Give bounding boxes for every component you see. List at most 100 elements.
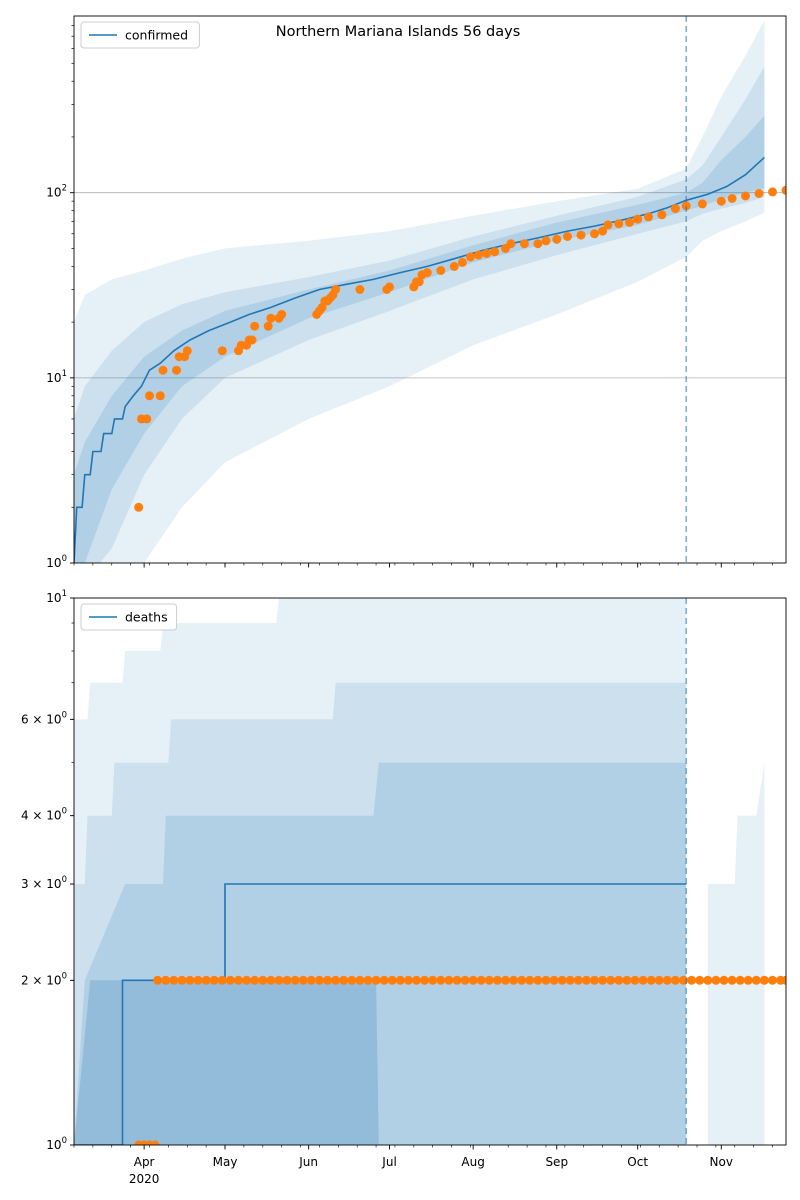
deaths-band-3 <box>74 980 379 1145</box>
deaths-observed-point-37 <box>420 975 430 985</box>
x-tick-label-nov: Nov <box>710 1155 733 1169</box>
deaths-observed-point-52 <box>541 975 551 985</box>
x-tick-label-jul: Jul <box>381 1155 396 1169</box>
deaths-observed-point-57 <box>581 975 591 985</box>
deaths-observed-point-68 <box>670 975 680 985</box>
x-tick-label-oct: Oct <box>627 1155 648 1169</box>
confirmed-observed-point-6 <box>172 365 181 375</box>
x-tick-label-apr: Apr <box>134 1155 155 1169</box>
deaths-observed-point-50 <box>525 975 535 985</box>
deaths-observed-point-55 <box>565 975 575 985</box>
confirmed-observed-point-64 <box>727 194 737 203</box>
deaths-observed-point-49 <box>517 975 527 985</box>
deaths-observed-point-72 <box>703 975 713 985</box>
deaths-observed-point-14 <box>234 975 243 985</box>
confirmed-observed-point-53 <box>598 226 608 236</box>
deaths-y-tick-label-0: 100 <box>46 1136 67 1152</box>
deaths-observed-point-24 <box>314 975 324 985</box>
deaths-axes-frame <box>73 597 787 1146</box>
deaths-y-tick-label-1: 2 × 100 <box>21 971 67 987</box>
confirmed-observed-point-10 <box>217 346 227 356</box>
deaths-observed-point-59 <box>598 975 608 985</box>
confirmed-observed-point-2 <box>142 414 152 424</box>
deaths-observed-point-67 <box>662 975 672 985</box>
deaths-band-4 <box>707 762 765 1145</box>
confirmed-observed-point-68 <box>781 185 786 195</box>
deaths-observed-point-23 <box>306 975 316 985</box>
confirmed-observed-point-49 <box>552 234 562 244</box>
x-tick-label-jun: Jun <box>298 1155 318 1169</box>
deaths-panel: 100 2 × 100 3 × 100 4 × 100 6 × 100 101 Apr 202… <box>21 589 787 1186</box>
confirmed-observed-point-37 <box>436 266 446 275</box>
confirmed-band-0 <box>74 20 765 563</box>
confirmed-observed-point-54 <box>603 220 613 230</box>
deaths-observed-point-31 <box>371 975 381 985</box>
confirmed-legend-box <box>80 21 200 49</box>
confirmed-observed-point-28 <box>331 285 341 294</box>
deaths-observed-point-60 <box>606 975 616 985</box>
deaths-observed-point-16 <box>250 975 260 985</box>
confirmed-observed-point-48 <box>541 236 551 246</box>
confirmed-observed-point-9 <box>182 346 192 356</box>
confirmed-y-tick-label-1: 101 <box>46 369 67 385</box>
deaths-observed-point-63 <box>630 975 640 985</box>
confirmed-y-tick-label-0: 100 <box>46 554 67 570</box>
deaths-observed-point-20 <box>282 975 292 985</box>
confirmed-observed-point-17 <box>263 321 273 331</box>
deaths-observed-point-15 <box>242 975 252 985</box>
deaths-observed-point-6 <box>169 975 179 985</box>
deaths-observed-point-47 <box>501 975 510 985</box>
deaths-observed-point-62 <box>622 975 632 985</box>
chart-title: Northern Mariana Islands 56 days <box>276 24 521 40</box>
deaths-observed-point-32 <box>379 975 389 985</box>
confirmed-observed-point-47 <box>533 239 543 249</box>
confirmed-observed-point-36 <box>422 268 432 278</box>
confirmed-observed-point-65 <box>741 191 750 201</box>
deaths-observed-point-77 <box>743 975 753 985</box>
deaths-observed-point-25 <box>323 975 332 985</box>
deaths-observed-point-78 <box>751 975 761 985</box>
confirmed-legend-label: confirmed <box>125 28 188 43</box>
deaths-observed-point-39 <box>436 975 446 985</box>
deaths-observed-point-54 <box>557 975 567 985</box>
deaths-observed-point-66 <box>654 975 664 985</box>
deaths-observed-point-46 <box>492 975 502 985</box>
confirmed-observed-point-66 <box>754 189 764 198</box>
deaths-observed-point-18 <box>266 975 276 985</box>
deaths-observed-point-41 <box>452 975 462 985</box>
deaths-band-2 <box>74 762 687 1145</box>
deaths-observed-point-51 <box>533 975 543 985</box>
confirmed-band-2 <box>74 115 765 563</box>
confirmed-observed-point-50 <box>563 232 572 241</box>
x-tick-label-aug: Aug <box>461 1155 484 1169</box>
deaths-observed-point-45 <box>484 975 494 985</box>
deaths-observed-point-74 <box>719 975 729 985</box>
deaths-observed-point-76 <box>735 975 745 985</box>
deaths-observed-point-34 <box>395 975 405 985</box>
deaths-band-1 <box>74 682 687 1145</box>
deaths-observed-point-61 <box>614 975 624 985</box>
confirmed-observed-point-20 <box>277 309 287 319</box>
deaths-observed-point-42 <box>460 975 470 985</box>
deaths-observed-point-19 <box>274 975 284 985</box>
deaths-observed-point-40 <box>444 975 454 985</box>
confirmed-observed-point-51 <box>576 230 586 240</box>
confirmed-observed-point-60 <box>670 204 680 214</box>
confirmed-observed-point-56 <box>625 218 635 227</box>
deaths-observed-point-44 <box>476 975 486 985</box>
x-tick-label-sep: Sep <box>545 1155 568 1169</box>
deaths-observed-point-26 <box>331 975 341 985</box>
deaths-observed-point-70 <box>687 975 697 985</box>
deaths-legend-box <box>80 603 178 631</box>
confirmed-observed-point-58 <box>644 212 653 222</box>
deaths-observed-point-12 <box>217 975 227 985</box>
confirmed-observed-point-63 <box>716 196 726 206</box>
confirmed-observed-point-41 <box>474 250 483 260</box>
confirmed-observed-point-0 <box>134 502 144 512</box>
confirmed-observed-point-52 <box>590 229 599 239</box>
deaths-observed-point-9 <box>193 975 203 985</box>
deaths-observed-point-80 <box>768 975 777 985</box>
deaths-observed-point-58 <box>590 975 599 985</box>
deaths-observed-point-38 <box>428 975 438 985</box>
deaths-observed-point-43 <box>468 975 478 985</box>
